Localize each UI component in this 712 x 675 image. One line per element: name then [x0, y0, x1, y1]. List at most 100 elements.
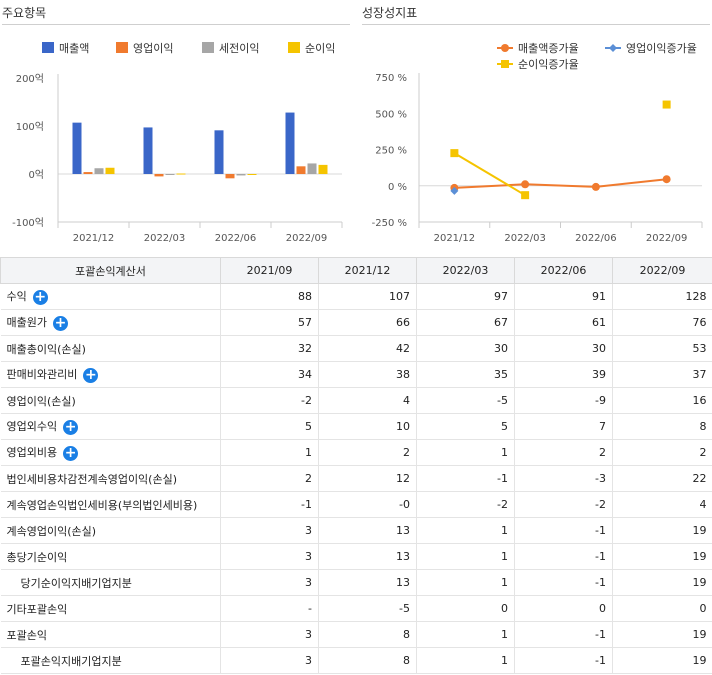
series-line-segment: [595, 178, 667, 188]
table-header-period: 2022/06: [514, 257, 613, 284]
value-cell: 88: [220, 283, 319, 310]
x-tick-label: 2022/03: [144, 233, 186, 244]
value-cell: 19: [612, 569, 712, 596]
expand-plus-icon[interactable]: +: [63, 444, 79, 461]
bar: [225, 174, 235, 179]
value-cell: 1: [416, 569, 515, 596]
bar: [236, 174, 246, 176]
table-row: 판매비와관리비 +34 38 35 39 37: [0, 361, 712, 388]
y-tick-label: -250 %: [372, 218, 407, 229]
value-cell: 3: [220, 569, 319, 596]
value-cell: -0: [318, 491, 417, 518]
value-cell: 5: [416, 413, 515, 440]
value-cell: 8: [612, 413, 712, 440]
value-cell: 2: [318, 439, 417, 466]
value-cell: 8: [318, 647, 417, 674]
expand-plus-icon[interactable]: +: [63, 418, 79, 435]
value-cell: -1: [514, 621, 613, 648]
row-label-cell: 법인세비용차감전계속영업이익(손실): [0, 465, 221, 492]
x-tick-label: 2022/03: [504, 233, 546, 244]
value-cell: 1: [416, 439, 515, 466]
value-cell: 57: [220, 309, 319, 336]
legend-label: 매출액증가율: [518, 42, 579, 55]
row-label: 매출총이익(손실): [6, 342, 86, 356]
value-cell: 3: [220, 543, 319, 570]
expand-plus-icon[interactable]: +: [52, 314, 68, 331]
legend-label: 순이익증가율: [518, 58, 579, 71]
table-row: 계속영업이익(손실) 3 13 1 -1 19: [0, 517, 712, 544]
row-label: 당기순이익지배기업지분: [20, 576, 132, 590]
value-cell: -1: [416, 465, 515, 492]
legend-swatch: [116, 42, 128, 53]
legend-label: 영업이익증가율: [626, 42, 697, 55]
value-cell: -1: [514, 517, 613, 544]
value-cell: 22: [612, 465, 712, 492]
series-line-segment: [453, 152, 526, 197]
bar: [94, 168, 104, 174]
row-label: 계속영업손익법인세비용(부의법인세비용): [6, 498, 198, 512]
value-cell: 19: [612, 543, 712, 570]
row-label: 기타포괄손익: [6, 602, 68, 616]
value-cell: 2: [514, 439, 613, 466]
value-cell: 10: [318, 413, 417, 440]
bar: [176, 173, 186, 175]
row-label-cell: 영업외수익 +: [0, 413, 221, 440]
bar: [307, 163, 317, 174]
legend-swatch: [288, 42, 300, 53]
legend-label: 세전이익: [219, 42, 259, 55]
legend-label: 영업이익: [133, 42, 173, 55]
data-point: [662, 100, 671, 109]
value-cell: -5: [318, 595, 417, 622]
value-cell: 128: [612, 283, 712, 310]
row-label-cell: 당기순이익지배기업지분: [0, 569, 221, 596]
table-header-period: 2022/09: [612, 257, 712, 284]
expand-plus-icon[interactable]: +: [83, 366, 99, 383]
row-label-cell: 포괄손익: [0, 621, 221, 648]
row-label-cell: 계속영업손익법인세비용(부의법인세비용): [0, 491, 221, 518]
x-tick-label: 2022/09: [646, 233, 688, 244]
key-items-bar-chart: 매출액 영업이익 세전이익 순이익 200억 100억 0억 -100억 2021/12 2022…: [12, 42, 343, 244]
row-label-cell: 영업이익(손실): [0, 387, 221, 414]
value-cell: 8: [318, 621, 417, 648]
table-row: 기타포괄손익 - -5 0 0 0: [0, 595, 712, 622]
value-cell: -1: [514, 569, 613, 596]
bar: [154, 174, 164, 177]
data-point: [521, 191, 530, 200]
value-cell: 0: [514, 595, 613, 622]
data-point: [521, 180, 530, 189]
value-cell: 5: [220, 413, 319, 440]
bar: [165, 174, 175, 175]
y-tick-label: 100억: [16, 121, 44, 133]
value-cell: 34: [220, 361, 319, 388]
row-label-cell: 매출원가 +: [0, 309, 221, 336]
value-cell: 91: [514, 283, 613, 310]
row-label-cell: 매출총이익(손실): [0, 335, 221, 362]
table-row: 수익 +88 107 97 91 128: [0, 283, 712, 310]
value-cell: 38: [318, 361, 417, 388]
value-cell: 3: [220, 647, 319, 674]
bar: [318, 164, 328, 174]
row-label: 영업이익(손실): [6, 394, 76, 408]
key-items-title: 주요항목: [2, 6, 47, 20]
value-cell: 13: [318, 543, 417, 570]
table-row: 법인세비용차감전계속영업이익(손실) 2 12 -1 -3 22: [0, 465, 712, 492]
table-header-period: 2021/12: [318, 257, 417, 284]
x-tick-label: 2021/12: [73, 233, 115, 244]
value-cell: 19: [612, 621, 712, 648]
row-label: 계속영업이익(손실): [6, 524, 97, 538]
y-tick-label: 750 %: [375, 73, 407, 84]
value-cell: 3: [220, 621, 319, 648]
row-label: 포괄손익지배기업지분: [20, 654, 122, 668]
expand-plus-icon[interactable]: +: [32, 288, 48, 305]
data-point: [591, 182, 600, 191]
value-cell: -9: [514, 387, 613, 414]
value-cell: 97: [416, 283, 515, 310]
y-tick-label: 0 %: [388, 182, 407, 193]
legend-marker: [609, 44, 617, 52]
value-cell: -3: [514, 465, 613, 492]
value-cell: 1: [416, 621, 515, 648]
value-cell: 37: [612, 361, 712, 388]
value-cell: 4: [612, 491, 712, 518]
value-cell: 1: [220, 439, 319, 466]
